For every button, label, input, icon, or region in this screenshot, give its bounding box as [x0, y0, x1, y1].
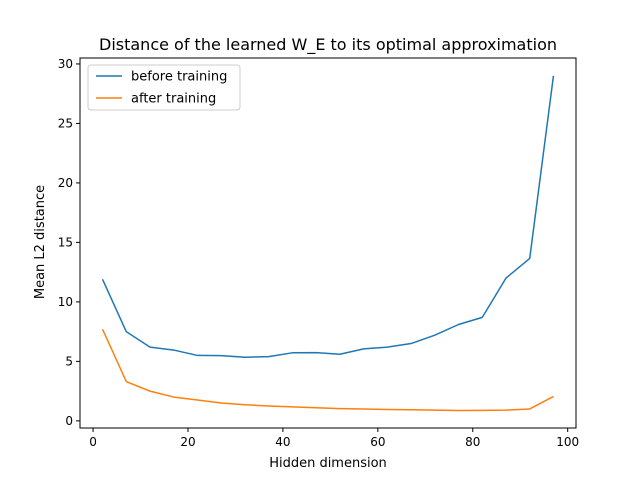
y-axis: 0 5 10 15 20 25 30 [58, 57, 80, 428]
y-tick-label: 0 [65, 414, 73, 428]
x-tick-label: 0 [89, 435, 97, 449]
y-tick-label: 25 [58, 116, 73, 130]
y-tick-label: 20 [58, 176, 73, 190]
x-axis: 0 20 40 60 80 100 [89, 428, 579, 449]
legend: before training after training [87, 64, 241, 111]
x-tick-label: 80 [465, 435, 480, 449]
legend-label-0: before training [131, 70, 227, 85]
y-tick-label: 30 [58, 57, 73, 71]
plot-area-frame [79, 57, 577, 429]
series-layer [101, 75, 555, 412]
x-tick-label: 60 [370, 435, 385, 449]
x-tick-label: 100 [556, 435, 579, 449]
series-line-1 [101, 328, 554, 412]
x-axis-label: Hidden dimension [269, 456, 387, 471]
chart-title: Distance of the learned W_E to its optim… [99, 35, 557, 55]
legend-label-1: after training [131, 92, 216, 107]
y-axis-label: Mean L2 distance [33, 185, 48, 299]
y-tick-label: 15 [58, 235, 73, 249]
x-tick-label: 20 [180, 435, 195, 449]
legend-box [87, 64, 241, 111]
y-tick-label: 10 [58, 295, 73, 309]
y-tick-label: 5 [65, 354, 73, 368]
series-line-0 [101, 75, 555, 358]
x-tick-label: 40 [275, 435, 290, 449]
